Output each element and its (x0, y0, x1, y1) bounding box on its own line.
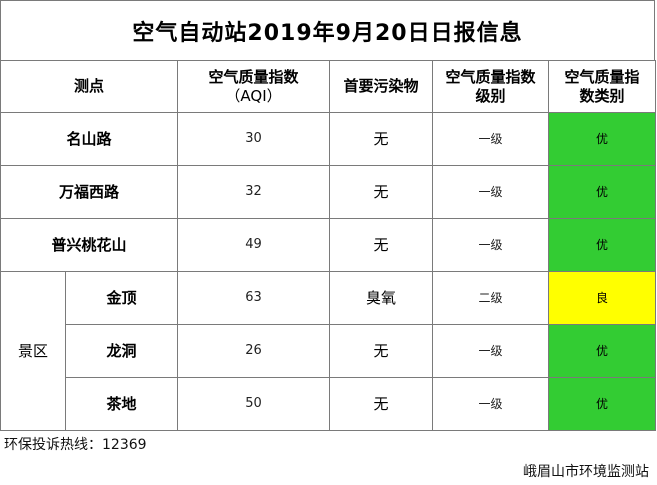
header-level-line2: 级别 (475, 86, 506, 105)
aqi-level: 一级 (432, 324, 550, 378)
aqi-value: 26 (177, 324, 331, 378)
aqi-category: 优 (548, 218, 657, 272)
aqi-level: 一级 (432, 165, 550, 219)
header-row: 测点 空气质量指数 （AQI） 首要污染物 空气质量指数 级别 空气质量指 数类… (0, 60, 657, 113)
table-row: 万福西路 32 无 一级 优 (0, 165, 657, 219)
header-aqi-line1: 空气质量指数 (208, 67, 299, 86)
header-category-line2: 数类别 (579, 86, 625, 105)
aqi-category: 优 (548, 112, 657, 166)
primary-pollutant: 臭氧 (329, 271, 434, 325)
table-row: 茶地 50 无 一级 优 (1, 377, 657, 431)
aqi-value: 50 (177, 377, 331, 431)
monitoring-agency: 峨眉山市环境监测站 (523, 464, 649, 480)
primary-pollutant: 无 (329, 112, 434, 166)
report-title: 空气自动站2019年9月20日日报信息 (0, 0, 655, 60)
header-aqi: 空气质量指数 （AQI） (177, 60, 331, 113)
table-row: 景区 金顶 63 臭氧 二级 良 (0, 271, 657, 431)
site-name: 普兴桃花山 (0, 218, 179, 272)
aqi-level: 一级 (432, 218, 550, 272)
aqi-value: 30 (177, 112, 331, 166)
aqi-category: 良 (548, 271, 657, 325)
site-name: 名山路 (0, 112, 179, 166)
header-aqi-line2: （AQI） (225, 86, 282, 105)
header-level-line1: 空气质量指数 (445, 67, 536, 86)
header-category-line1: 空气质量指 (564, 67, 640, 86)
scenic-area-label: 景区 (0, 271, 66, 431)
site-name: 茶地 (64, 377, 179, 431)
complaint-hotline: 环保投诉热线：12369 (4, 437, 147, 453)
header-category: 空气质量指 数类别 (548, 60, 657, 113)
header-level: 空气质量指数 级别 (432, 60, 550, 113)
site-name: 万福西路 (0, 165, 179, 219)
table-row: 龙洞 26 无 一级 优 (1, 324, 657, 378)
aqi-level: 二级 (432, 271, 550, 325)
primary-pollutant: 无 (329, 165, 434, 219)
site-name: 龙洞 (64, 324, 179, 378)
table-row: 普兴桃花山 49 无 一级 优 (0, 218, 657, 272)
primary-pollutant: 无 (329, 324, 434, 378)
aqi-value: 32 (177, 165, 331, 219)
table-row: 名山路 30 无 一级 优 (0, 112, 657, 166)
primary-pollutant: 无 (329, 218, 434, 272)
primary-pollutant: 无 (329, 377, 434, 431)
aqi-level: 一级 (432, 377, 550, 431)
aqi-category: 优 (548, 324, 657, 378)
aqi-category: 优 (548, 165, 657, 219)
aqi-value: 63 (177, 271, 331, 325)
aqi-category: 优 (548, 377, 657, 431)
aqi-value: 49 (177, 218, 331, 272)
aqi-level: 一级 (432, 112, 550, 166)
header-site: 测点 (0, 60, 179, 113)
site-name: 金顶 (64, 271, 179, 325)
header-pollutant: 首要污染物 (329, 60, 434, 113)
aqi-table: 测点 空气质量指数 （AQI） 首要污染物 空气质量指数 级别 空气质量指 数类… (0, 60, 657, 431)
